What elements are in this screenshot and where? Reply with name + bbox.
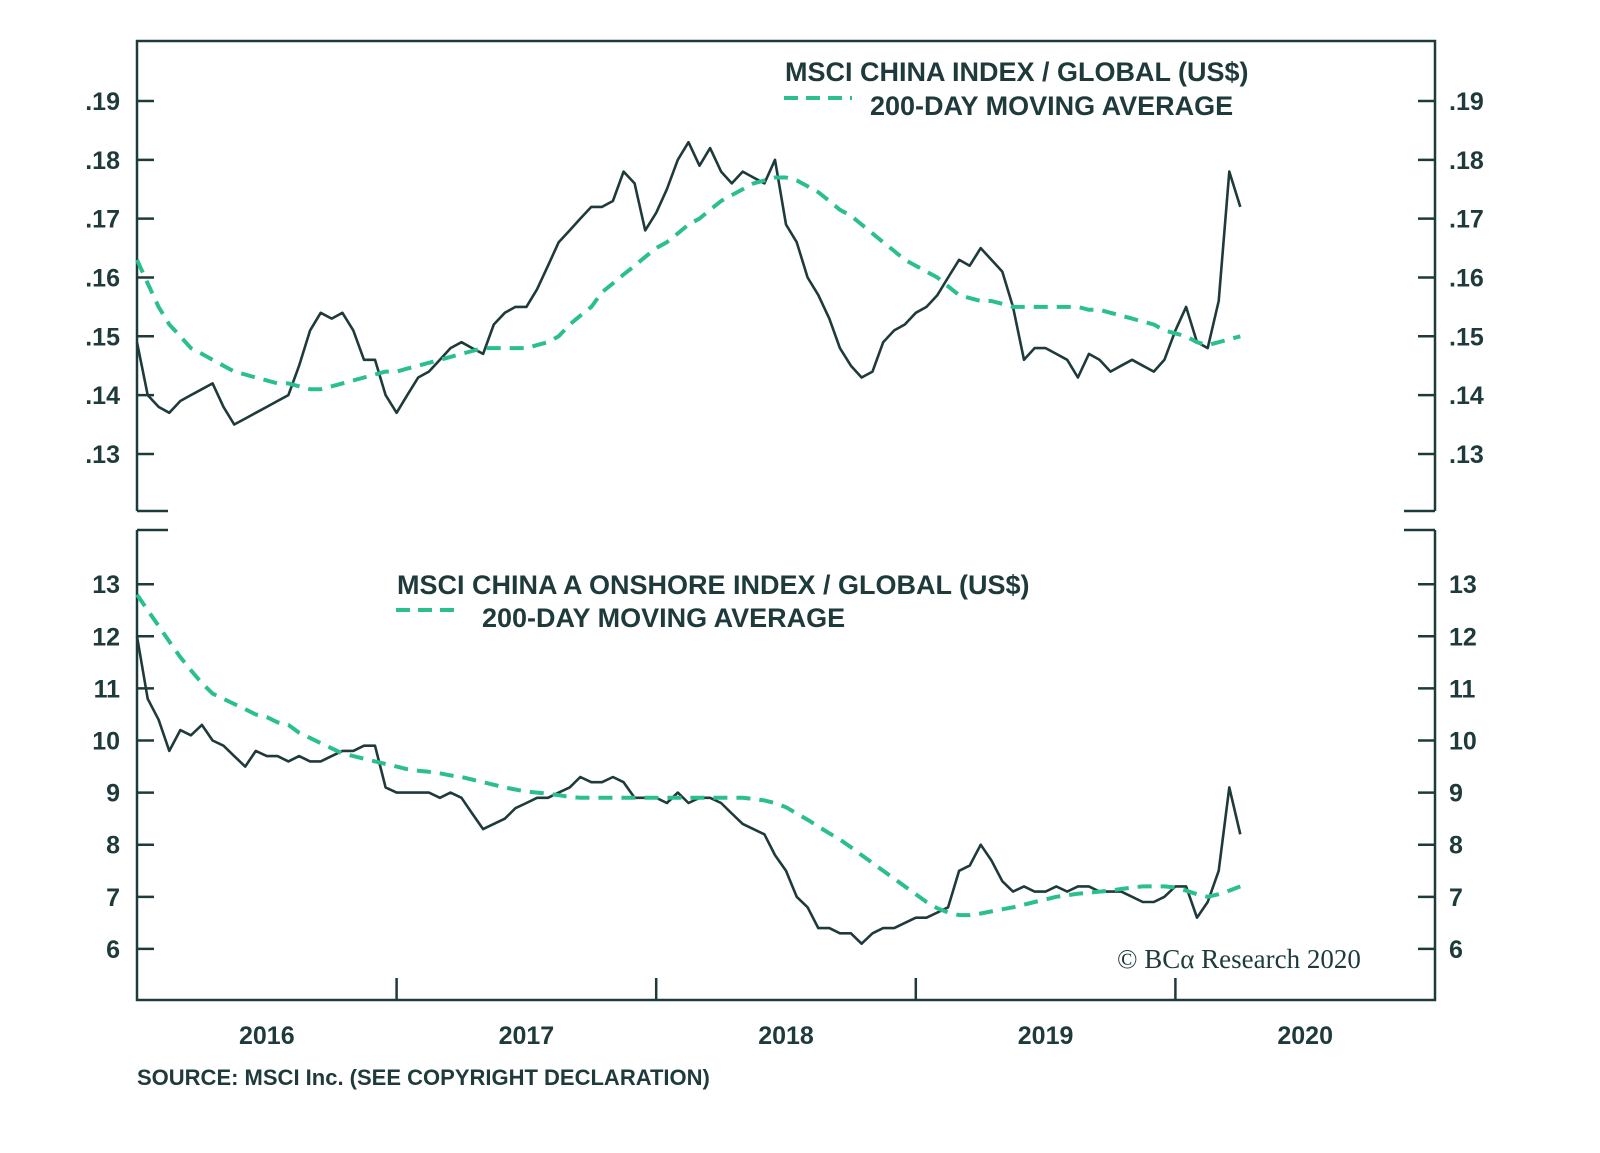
y-tick-label-left: .19 bbox=[85, 88, 120, 116]
y-tick-label-left: 13 bbox=[92, 571, 120, 599]
y-tick-label-left: .16 bbox=[85, 264, 120, 292]
bottom-moving-average-line bbox=[135, 593, 1242, 918]
x-tick-label: 2016 bbox=[239, 1022, 295, 1050]
x-tick-label: 2017 bbox=[499, 1022, 555, 1050]
top-legend-ma-label: 200-DAY MOVING AVERAGE bbox=[870, 91, 1233, 121]
y-tick-label-right: 6 bbox=[1449, 936, 1463, 964]
bottom-panel-frame bbox=[135, 528, 1437, 1002]
y-tick-label-left: .18 bbox=[85, 147, 120, 175]
y-tick-label-right: 9 bbox=[1449, 780, 1463, 808]
y-tick-label-right: .14 bbox=[1449, 382, 1484, 410]
y-tick-label-left: 8 bbox=[106, 832, 120, 860]
y-tick-label-right: .17 bbox=[1449, 206, 1484, 234]
axis-ticks: .19 .19 .18 .18 .17 .17 .16 .16 .15 .15 .14 .14 .13.… bbox=[85, 88, 1484, 1050]
y-tick-label-left: 7 bbox=[106, 884, 120, 912]
top-moving-average-line bbox=[135, 175, 1241, 392]
x-tick-label: 2018 bbox=[758, 1022, 814, 1050]
y-tick-label-right: 12 bbox=[1449, 623, 1477, 651]
y-tick-label-right: 13 bbox=[1449, 571, 1477, 599]
top-panel-frame bbox=[135, 39, 1437, 513]
y-tick-label-right: 11 bbox=[1449, 675, 1476, 703]
copyright-watermark: © BCα Research 2020 bbox=[1117, 944, 1361, 974]
y-tick-label-right: .16 bbox=[1449, 264, 1484, 292]
bottom-legend-series-label: MSCI CHINA A ONSHORE INDEX / GLOBAL (US$… bbox=[397, 570, 1030, 600]
y-tick-label-left: 11 bbox=[94, 675, 121, 703]
y-tick-label-left: .15 bbox=[85, 323, 120, 351]
top-index-line bbox=[135, 140, 1242, 426]
y-tick-label-right: .19 bbox=[1449, 88, 1484, 116]
y-tick-label-left: 9 bbox=[106, 780, 120, 808]
bottom-legend: MSCI CHINA A ONSHORE INDEX / GLOBAL (US$… bbox=[396, 570, 1030, 633]
series-lines bbox=[135, 140, 1242, 945]
y-tick-label-left: .17 bbox=[85, 206, 120, 234]
bottom-legend-ma-label: 200-DAY MOVING AVERAGE bbox=[482, 603, 845, 633]
y-tick-label-right: 8 bbox=[1449, 832, 1463, 860]
y-tick-label-left: 6 bbox=[106, 936, 120, 964]
y-tick-label-right: 7 bbox=[1449, 884, 1463, 912]
y-tick-label-left: 10 bbox=[92, 728, 120, 756]
bottom-index-line bbox=[135, 636, 1242, 945]
y-tick-label-right: 10 bbox=[1449, 728, 1477, 756]
y-tick-label-right: .15 bbox=[1449, 323, 1484, 351]
x-tick-label: 2019 bbox=[1018, 1022, 1074, 1050]
x-tick-label: 2020 bbox=[1277, 1022, 1333, 1050]
source-note: SOURCE: MSCI Inc. (SEE COPYRIGHT DECLARA… bbox=[137, 1065, 710, 1090]
top-legend-series-label: MSCI CHINA INDEX / GLOBAL (US$) bbox=[785, 57, 1249, 87]
top-legend: MSCI CHINA INDEX / GLOBAL (US$) 200-DAY … bbox=[784, 57, 1249, 121]
y-tick-label-right: .13 bbox=[1449, 441, 1484, 469]
y-tick-label-right: .18 bbox=[1449, 147, 1484, 175]
y-tick-label-left: .14 bbox=[85, 382, 120, 410]
chart-frames bbox=[135, 39, 1437, 1002]
y-tick-label-left: 12 bbox=[92, 623, 120, 651]
y-tick-label-left: .13 bbox=[85, 441, 120, 469]
